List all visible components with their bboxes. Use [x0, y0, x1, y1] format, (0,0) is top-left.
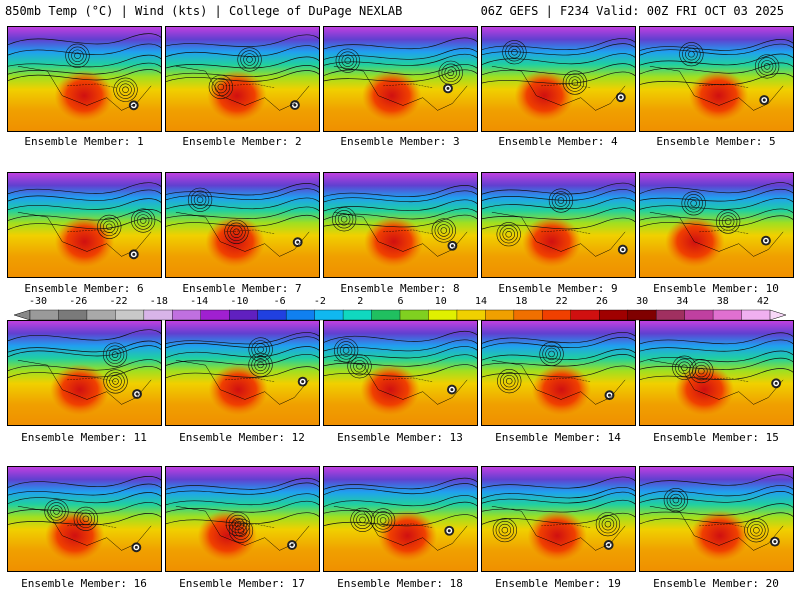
ensemble-member-map [481, 172, 636, 278]
ensemble-member-label: Ensemble Member: 1 [24, 135, 144, 148]
ensemble-member-label: Ensemble Member: 17 [179, 577, 305, 590]
ensemble-member-map [165, 172, 320, 278]
ensemble-member-map [165, 26, 320, 132]
colorbar-tick: 22 [555, 296, 568, 307]
ensemble-member-map [7, 320, 162, 426]
ensemble-member-label: Ensemble Member: 18 [337, 577, 463, 590]
colorbar-tick: 26 [595, 296, 608, 307]
colorbar-tick: -18 [149, 296, 168, 307]
ensemble-member-label: Ensemble Member: 14 [495, 431, 621, 444]
colorbar-tick: -22 [109, 296, 128, 307]
ensemble-member-map [323, 26, 478, 132]
colorbar-tick: -10 [230, 296, 249, 307]
ensemble-member-label: Ensemble Member: 4 [498, 135, 618, 148]
ensemble-member-map [481, 320, 636, 426]
colorbar-tick: 18 [515, 296, 528, 307]
ensemble-member-map [7, 172, 162, 278]
ensemble-member-map [165, 466, 320, 572]
ensemble-member-label: Ensemble Member: 3 [340, 135, 460, 148]
map-title: 850mb Temp (°C) | Wind (kts) | College o… [5, 4, 403, 18]
colorbar-tick: -14 [190, 296, 209, 307]
ensemble-member-label: Ensemble Member: 19 [495, 577, 621, 590]
colorbar-tick: 2 [357, 296, 364, 307]
colorbar-tick: 42 [756, 296, 770, 307]
colorbar-tick: -30 [28, 296, 48, 307]
ensemble-member-map [323, 172, 478, 278]
colorbar-tick: 30 [636, 296, 649, 307]
colorbar-tick: 34 [676, 296, 689, 307]
ensemble-member-map [323, 320, 478, 426]
ensemble-member-label: Ensemble Member: 8 [340, 282, 460, 295]
ensemble-member-label: Ensemble Member: 7 [182, 282, 302, 295]
temperature-colorbar [13, 309, 787, 321]
ensemble-member-map [639, 320, 794, 426]
ensemble-member-map [7, 26, 162, 132]
ensemble-member-map [323, 466, 478, 572]
ensemble-member-label: Ensemble Member: 11 [21, 431, 147, 444]
ensemble-member-map [639, 172, 794, 278]
ensemble-member-map [639, 466, 794, 572]
ensemble-member-label: Ensemble Member: 12 [179, 431, 305, 444]
ensemble-member-label: Ensemble Member: 6 [24, 282, 144, 295]
colorbar-tick: 6 [397, 296, 404, 307]
ensemble-member-map [481, 26, 636, 132]
ensemble-member-label: Ensemble Member: 15 [653, 431, 779, 444]
ensemble-member-label: Ensemble Member: 10 [653, 282, 779, 295]
ensemble-member-label: Ensemble Member: 20 [653, 577, 779, 590]
colorbar-tick: 38 [716, 296, 729, 307]
model-run-valid-time: 06Z GEFS | F234 Valid: 00Z FRI OCT 03 20… [480, 4, 784, 18]
colorbar-tick: -6 [273, 296, 286, 307]
colorbar-tick: -2 [313, 296, 326, 307]
ensemble-member-label: Ensemble Member: 5 [656, 135, 776, 148]
ensemble-member-label: Ensemble Member: 2 [182, 135, 302, 148]
ensemble-member-label: Ensemble Member: 16 [21, 577, 147, 590]
ensemble-member-map [639, 26, 794, 132]
ensemble-member-map [481, 466, 636, 572]
colorbar-tick: -26 [69, 296, 88, 307]
ensemble-member-label: Ensemble Member: 9 [498, 282, 618, 295]
colorbar-tick: 10 [434, 296, 447, 307]
ensemble-member-map [165, 320, 320, 426]
ensemble-member-map [7, 466, 162, 572]
colorbar-tick: 14 [475, 296, 488, 307]
ensemble-member-label: Ensemble Member: 13 [337, 431, 463, 444]
